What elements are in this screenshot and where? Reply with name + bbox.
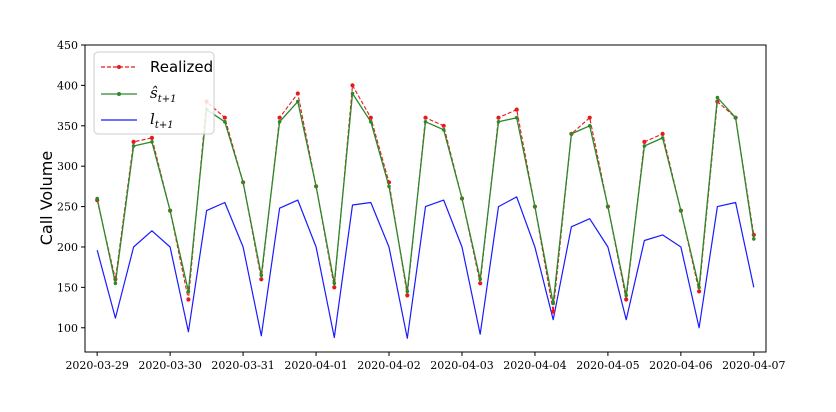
x-axis: 2020-03-29 2020-03-30 2020-03-31 2020-04-01… bbox=[65, 352, 786, 372]
data-point-s-forecast bbox=[697, 285, 701, 290]
x-tick-label: 2020-04-06 bbox=[649, 359, 712, 372]
data-point-realized bbox=[149, 135, 154, 140]
legend-label-l: lt+1 bbox=[150, 110, 174, 131]
data-point-s-forecast bbox=[296, 99, 300, 104]
y-tick-label: 300 bbox=[57, 160, 78, 173]
data-point-s-forecast bbox=[150, 140, 154, 144]
data-point-realized bbox=[441, 123, 446, 128]
data-point-s-forecast bbox=[113, 281, 118, 286]
y-tick-label: 250 bbox=[57, 201, 78, 214]
data-point-realized bbox=[423, 115, 428, 120]
data-point-s-forecast bbox=[405, 289, 410, 294]
legend-marker-s bbox=[117, 92, 121, 96]
data-point-realized bbox=[350, 83, 355, 88]
y-tick-label: 150 bbox=[57, 281, 78, 294]
data-point-s-forecast bbox=[551, 301, 555, 306]
data-point-realized bbox=[131, 139, 136, 144]
data-point-realized bbox=[514, 107, 519, 112]
legend-label-s-sub: t+1 bbox=[158, 94, 177, 105]
data-point-s-forecast bbox=[624, 293, 628, 298]
y-tick-label: 400 bbox=[57, 79, 78, 92]
data-point-realized bbox=[624, 297, 629, 302]
data-point-s-forecast bbox=[606, 204, 610, 209]
legend-label-s-base: ŝ bbox=[150, 84, 158, 102]
data-point-s-forecast bbox=[478, 277, 483, 282]
data-point-realized bbox=[660, 131, 665, 136]
y-axis-label: Call Volume bbox=[37, 151, 56, 245]
data-point-realized bbox=[368, 115, 373, 120]
data-point-s-forecast bbox=[223, 120, 227, 124]
y-tick-label: 200 bbox=[57, 241, 78, 254]
data-point-s-forecast bbox=[131, 144, 136, 148]
x-tick-label: 2020-03-30 bbox=[138, 359, 201, 372]
data-point-s-forecast bbox=[259, 273, 264, 278]
data-point-s-forecast bbox=[168, 208, 172, 213]
data-point-s-forecast bbox=[350, 91, 355, 96]
data-point-s-forecast bbox=[496, 120, 501, 124]
y-tick-label: 100 bbox=[57, 322, 78, 335]
data-point-s-forecast bbox=[752, 237, 756, 241]
data-point-realized bbox=[222, 115, 227, 120]
data-point-s-forecast bbox=[441, 128, 446, 132]
data-point-s-forecast bbox=[587, 124, 592, 128]
x-tick-label: 2020-03-31 bbox=[211, 359, 274, 372]
legend-label-l-base: l bbox=[150, 110, 155, 128]
data-point-s-forecast bbox=[241, 180, 245, 185]
legend-box bbox=[93, 51, 215, 135]
data-point-s-forecast bbox=[423, 120, 428, 124]
x-tick-label: 2020-04-01 bbox=[284, 359, 347, 372]
legend: Realized ŝt+1 lt+1 bbox=[93, 51, 215, 135]
data-point-s-forecast bbox=[186, 289, 191, 294]
x-tick-label: 2020-04-07 bbox=[722, 359, 785, 372]
data-point-realized bbox=[186, 297, 191, 302]
data-point-s-forecast bbox=[95, 196, 99, 201]
data-point-realized bbox=[697, 289, 702, 294]
data-point-realized bbox=[587, 115, 592, 120]
data-point-realized bbox=[642, 139, 647, 144]
y-axis: 100 150 200 250 300 350 400 450 bbox=[57, 39, 85, 335]
data-point-s-forecast bbox=[514, 115, 519, 120]
y-tick-label: 350 bbox=[57, 120, 78, 133]
x-tick-label: 2020-04-04 bbox=[503, 359, 566, 372]
data-point-realized bbox=[277, 115, 282, 120]
data-point-realized bbox=[405, 293, 410, 298]
data-point-s-forecast bbox=[314, 184, 318, 189]
data-point-s-forecast bbox=[533, 204, 537, 209]
data-point-realized bbox=[551, 309, 556, 314]
data-point-s-forecast bbox=[569, 132, 574, 136]
y-tick-label: 450 bbox=[57, 39, 78, 52]
data-point-s-forecast bbox=[679, 208, 683, 213]
legend-marker-realized bbox=[117, 65, 121, 69]
x-tick-label: 2020-03-29 bbox=[65, 359, 128, 372]
data-point-realized bbox=[259, 277, 264, 282]
x-tick-label: 2020-04-03 bbox=[430, 359, 493, 372]
plot-frame bbox=[84, 44, 767, 353]
data-point-realized bbox=[295, 91, 300, 96]
data-point-realized bbox=[478, 281, 483, 286]
legend-label-l-sub: t+1 bbox=[155, 120, 174, 131]
data-point-s-forecast bbox=[460, 196, 464, 201]
data-point-s-forecast bbox=[733, 115, 738, 120]
data-point-s-forecast bbox=[332, 281, 337, 286]
data-point-s-forecast bbox=[642, 144, 647, 148]
x-tick-label: 2020-04-05 bbox=[576, 359, 639, 372]
legend-label-realized: Realized bbox=[150, 58, 213, 76]
series-line-l-forecast bbox=[96, 196, 755, 339]
data-point-s-forecast bbox=[387, 184, 391, 189]
data-point-s-forecast bbox=[369, 120, 373, 124]
data-point-s-forecast bbox=[715, 95, 720, 100]
data-point-s-forecast bbox=[660, 136, 665, 140]
data-point-s-forecast bbox=[277, 120, 282, 124]
x-tick-label: 2020-04-02 bbox=[357, 359, 420, 372]
data-point-realized bbox=[332, 285, 337, 290]
legend-label-s: ŝt+1 bbox=[150, 84, 176, 105]
data-point-realized bbox=[496, 115, 501, 120]
